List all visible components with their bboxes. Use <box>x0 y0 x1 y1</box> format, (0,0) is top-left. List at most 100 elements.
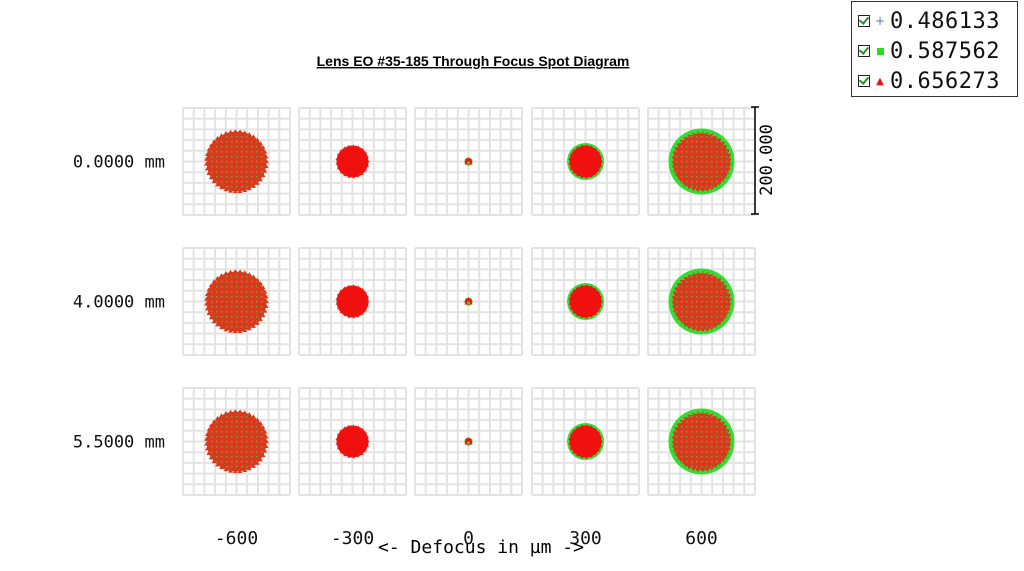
spot-edge-marker <box>572 429 576 432</box>
spot-edge-marker <box>262 149 268 154</box>
spot-edge-marker <box>688 271 694 276</box>
checkbox-checked-icon[interactable] <box>858 45 870 57</box>
spot-edge-marker <box>590 455 593 458</box>
spot-edge-marker <box>204 441 209 446</box>
spot-edge-marker <box>597 169 600 172</box>
spot-edge-marker <box>237 269 243 274</box>
spot-edge-marker <box>716 134 721 139</box>
spot-edge-marker <box>684 133 689 138</box>
spot-edge-marker <box>600 160 603 163</box>
scale-bar: 200.000 <box>751 106 777 215</box>
spot-edge-marker <box>361 147 364 150</box>
spot-edge-marker <box>258 281 263 286</box>
spot-edge-marker <box>352 284 355 287</box>
spot-edge-marker <box>262 448 268 453</box>
spot-edge-marker <box>357 425 360 428</box>
spot-point-cluster <box>336 145 369 178</box>
spot-edge-marker <box>254 277 260 282</box>
spot-edge-marker <box>336 447 340 450</box>
spot-edge-marker <box>469 158 472 161</box>
spot-edge-marker <box>364 309 367 312</box>
spot-edge-marker <box>669 431 675 437</box>
spot-edge-marker <box>223 467 229 472</box>
spot-edge-marker <box>580 315 584 318</box>
spot-edge-marker <box>594 287 597 290</box>
spot-edge-marker <box>264 299 269 304</box>
spot-edge-marker <box>728 154 734 159</box>
spot-edge-marker <box>465 438 468 441</box>
spot-edge-marker <box>339 429 343 432</box>
spot-edge-marker <box>237 188 243 193</box>
spot-edge-marker <box>725 285 731 290</box>
spot-edge-marker <box>727 149 733 154</box>
spot-edge-marker <box>711 131 717 137</box>
spot-edge-marker <box>676 318 682 324</box>
spot-edge-marker <box>237 409 243 414</box>
spot-edge-marker <box>671 287 677 292</box>
spot-edge-marker <box>572 289 576 292</box>
spot-edge-marker <box>262 429 268 434</box>
spot-edge-marker <box>568 162 571 165</box>
spot-edge-marker <box>366 295 370 298</box>
spot-edge-marker <box>688 467 694 472</box>
spot-edge-marker <box>246 411 252 417</box>
spot-edge-marker <box>590 145 593 148</box>
spot-edge-marker <box>264 439 269 444</box>
spot-edge-marker <box>684 185 689 190</box>
spot-edge-marker <box>204 301 209 306</box>
spot-edge-marker <box>680 322 685 327</box>
spot-edge-marker <box>671 147 677 152</box>
spot-edge-marker <box>335 442 338 445</box>
spot-edge-marker <box>728 163 734 168</box>
spot-edge-marker <box>576 174 579 177</box>
spot-edge-marker <box>594 312 597 315</box>
spot-edge-marker <box>676 139 682 144</box>
spot-edge-marker <box>673 423 679 428</box>
spot-edge-marker <box>215 135 220 140</box>
spot-edge-marker <box>211 419 217 424</box>
spot-edge-marker <box>688 187 694 192</box>
spot-edge-marker <box>258 177 263 182</box>
spot-edge-marker <box>343 314 346 317</box>
spot-edge-marker <box>254 320 260 325</box>
spot-edge-marker <box>206 310 212 315</box>
spot-triangle-marker <box>464 157 473 165</box>
spot-edge-marker <box>336 307 340 310</box>
spot-edge-marker <box>251 183 256 188</box>
spot-edge-marker <box>219 465 224 470</box>
spot-edge-marker <box>594 427 597 430</box>
spot-edge-marker <box>725 453 731 458</box>
spot-edge-marker <box>728 443 734 448</box>
spot-edge-marker <box>719 180 725 185</box>
spot-edge-marker <box>569 293 573 296</box>
checkbox-checked-icon[interactable] <box>858 75 870 87</box>
spot-edge-marker <box>569 433 573 436</box>
spot-edge-marker <box>367 160 370 163</box>
spot-grid-cell <box>414 387 523 496</box>
square-marker-icon <box>874 44 886 58</box>
triangle-marker-icon: ▲ <box>876 75 884 87</box>
spot-edge-marker <box>228 468 233 473</box>
spot-edge-marker <box>263 443 269 448</box>
spot-edge-marker <box>336 293 340 296</box>
spot-edge-marker <box>260 145 266 150</box>
spot-edge-marker <box>707 467 713 472</box>
spot-edge-marker <box>262 308 268 313</box>
spot-edge-marker <box>254 137 260 142</box>
checkbox-checked-icon[interactable] <box>858 15 870 27</box>
spot-edge-marker <box>219 133 224 138</box>
spot-edge-marker <box>725 313 731 318</box>
spot-edge-marker <box>725 173 731 178</box>
spot-edge-marker <box>260 285 266 290</box>
spot-edge-marker <box>594 452 597 455</box>
spot-edge-marker <box>258 317 263 322</box>
spot-edge-marker <box>366 435 370 438</box>
spot-edge-marker <box>260 425 266 430</box>
spot-square-marker <box>467 441 470 445</box>
spot-edge-marker <box>711 466 717 471</box>
spot-edge-marker <box>237 129 243 134</box>
spot-edge-marker <box>228 328 233 333</box>
spot-edge-marker <box>728 434 734 439</box>
spot-edge-marker <box>585 176 588 179</box>
spot-edge-marker <box>204 166 210 171</box>
